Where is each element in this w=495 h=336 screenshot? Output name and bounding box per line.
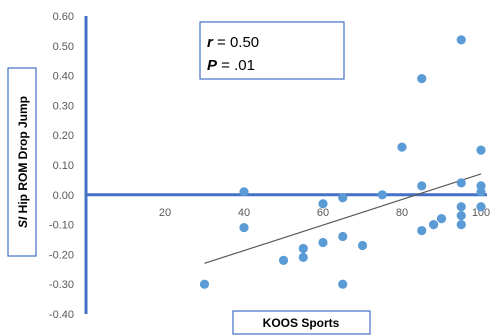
data-points [199, 35, 486, 289]
data-point [278, 255, 289, 265]
y-tick-label: 0.30 [53, 100, 74, 112]
data-point [199, 279, 210, 289]
y-tick-label: 0.40 [53, 71, 74, 83]
data-point [456, 220, 466, 230]
data-point [397, 142, 407, 152]
y-tick-label: -0.30 [49, 279, 74, 291]
y-tick-label: -0.20 [49, 249, 74, 261]
x-axis-label-box [232, 310, 371, 335]
y-tick-label: -0.10 [49, 220, 74, 232]
y-tick-label: 0.10 [53, 160, 74, 172]
data-point [476, 145, 486, 155]
x-tick-label: 80 [396, 207, 408, 219]
data-point [318, 237, 328, 248]
r-statistic: r = 0.50 [207, 34, 259, 51]
y-axis-label-group: SI Hip ROM Drop Jump [7, 67, 37, 257]
y-tick-label: 0.20 [53, 130, 74, 142]
data-point [456, 211, 466, 221]
data-point [436, 214, 447, 224]
data-point [456, 178, 466, 188]
y-axis-label-box [7, 67, 37, 257]
y-tick-labels: 0.60 0.50 0.40 0.30 0.20 0.10 0.00 -0.10 -0.20 -0… [49, 11, 74, 321]
x-tick-label: 60 [317, 207, 329, 219]
data-point [338, 231, 348, 242]
data-point [338, 193, 348, 203]
data-point [456, 202, 466, 212]
x-tick-label: 20 [159, 207, 171, 219]
x-tick-label: 100 [472, 207, 490, 219]
p-statistic: P = .01 [207, 57, 255, 74]
r-symbol: r [207, 34, 214, 51]
x-tick-labels: 20 40 60 80 100 [159, 207, 490, 219]
data-point [239, 187, 249, 197]
stats-box [199, 21, 345, 80]
data-point [357, 240, 368, 251]
y-axis-label-rest: Hip ROM Drop Jump [16, 96, 30, 217]
p-value: = .01 [217, 57, 255, 74]
data-point [417, 181, 427, 191]
x-tick-label: 40 [238, 207, 250, 219]
data-point [417, 225, 427, 236]
p-symbol: P [207, 57, 218, 74]
data-point [476, 187, 486, 197]
y-tick-label: 0.60 [53, 11, 74, 23]
data-point [298, 243, 308, 254]
data-point [456, 35, 466, 45]
data-point [239, 222, 249, 233]
x-axis-label-group: KOOS Sports [232, 310, 371, 335]
r-value: = 0.50 [213, 34, 259, 51]
trendline [204, 173, 482, 264]
y-tick-label: -0.40 [49, 309, 74, 321]
data-point [318, 199, 328, 209]
data-point [377, 190, 387, 200]
y-axis-label-italic: SI [16, 216, 30, 228]
stats-annotation: r = 0.50 P = .01 [199, 21, 345, 80]
x-axis-label: KOOS Sports [263, 316, 340, 330]
data-point [338, 279, 348, 289]
data-point [476, 202, 486, 212]
data-point [298, 252, 308, 262]
y-axis-label: SI Hip ROM Drop Jump [16, 96, 30, 228]
y-tick-label: 0.00 [53, 190, 74, 202]
y-tick-label: 0.50 [53, 41, 74, 53]
data-point [429, 220, 439, 230]
data-point [417, 73, 427, 84]
